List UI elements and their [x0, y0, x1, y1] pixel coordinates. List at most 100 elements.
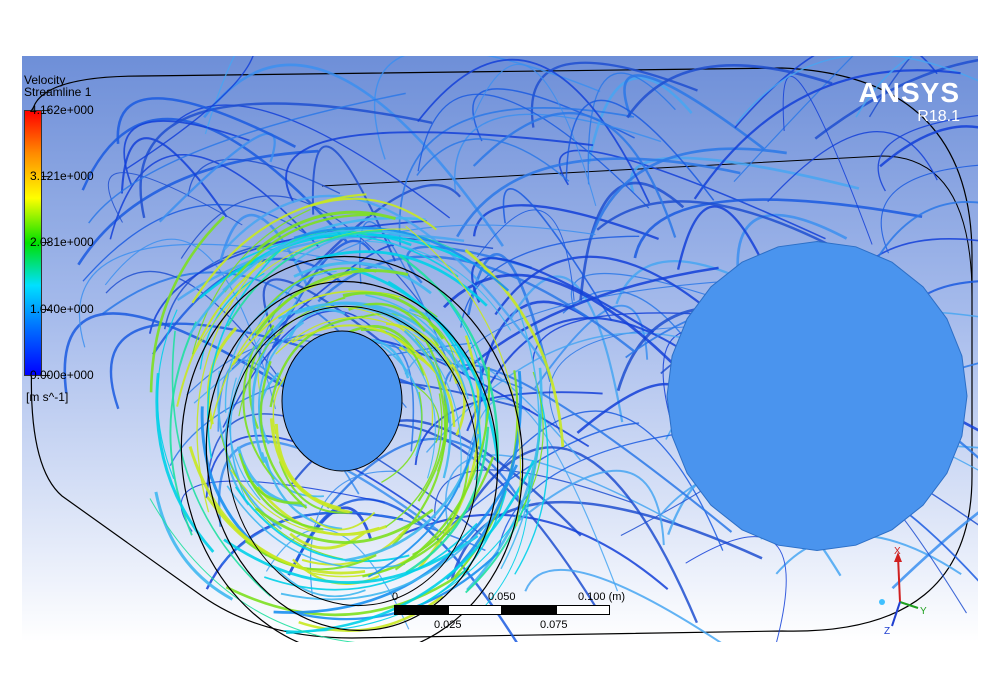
streamline — [362, 456, 495, 578]
streamline — [223, 534, 479, 584]
streamline — [425, 332, 706, 453]
streamline — [242, 464, 302, 505]
streamline — [226, 229, 383, 327]
streamline — [262, 267, 377, 314]
streamline — [387, 280, 482, 458]
streamline — [399, 254, 499, 460]
triad-y-label: Y — [920, 606, 927, 617]
streamline — [224, 297, 280, 413]
legend-tick — [42, 242, 50, 243]
axis-triad[interactable]: X Y Z — [870, 546, 930, 636]
streamline — [509, 275, 624, 423]
streamline — [367, 240, 512, 331]
streamline — [77, 149, 319, 266]
streamline — [877, 114, 978, 192]
legend-tick — [42, 176, 50, 177]
streamline — [398, 107, 635, 247]
streamline — [154, 491, 234, 601]
streamline — [189, 216, 426, 335]
legend-tick-label: 0.000e+000 — [30, 368, 94, 382]
streamline — [155, 372, 215, 553]
streamline — [286, 459, 535, 634]
streamline — [514, 397, 549, 575]
streamline — [223, 194, 549, 369]
streamline — [868, 56, 913, 118]
streamline — [235, 486, 410, 563]
streamline — [476, 209, 575, 301]
streamline — [417, 58, 651, 204]
streamline — [63, 312, 348, 430]
streamline — [226, 485, 406, 569]
streamline — [310, 197, 438, 231]
graphics-viewport[interactable]: Velocity Streamline 1 4.162e+000 3.121e+… — [22, 56, 978, 642]
streamline — [206, 413, 484, 538]
streamline — [158, 132, 276, 223]
streamline — [412, 383, 440, 444]
hub-disc — [281, 330, 403, 472]
streamline — [109, 154, 320, 249]
streamline — [734, 56, 938, 129]
scale-segment — [394, 605, 448, 615]
streamline — [466, 316, 683, 432]
streamline — [412, 463, 469, 556]
brand-name: ANSYS — [858, 77, 960, 108]
streamline — [880, 164, 978, 254]
streamline — [204, 56, 236, 135]
streamline — [868, 238, 978, 263]
streamline — [175, 104, 451, 219]
streamline — [500, 309, 540, 570]
scale-segment — [556, 605, 610, 615]
streamline — [405, 426, 490, 574]
triad-x-label: X — [894, 546, 901, 557]
streamline — [81, 117, 348, 243]
streamline — [309, 470, 397, 596]
brand-version: R18.1 — [917, 108, 960, 125]
streamline — [105, 270, 308, 422]
streamline — [163, 235, 494, 330]
scale-label: 0.100 (m) — [578, 591, 626, 603]
streamline — [693, 69, 961, 200]
streamline — [242, 346, 276, 480]
streamline — [255, 269, 409, 335]
streamline — [449, 304, 487, 481]
streamline — [867, 201, 978, 275]
streamline — [471, 63, 597, 207]
streamline — [120, 137, 228, 218]
streamline — [464, 248, 565, 447]
streamline — [301, 523, 412, 566]
x-arrow-head — [894, 552, 902, 562]
streamline — [82, 203, 315, 282]
legend-tick-label: 1.040e+000 — [30, 302, 94, 316]
triad-origin-marker — [879, 599, 885, 605]
streamline — [228, 377, 261, 501]
streamline — [230, 469, 380, 535]
streamline — [309, 511, 376, 531]
streamline — [565, 99, 715, 201]
triad-z-label: Z — [884, 626, 890, 636]
streamline — [209, 272, 353, 430]
streamline — [891, 511, 978, 590]
scale-bar: 0 0.050 0.100 (m) 0.025 0.075 — [390, 591, 625, 633]
streamline — [629, 156, 860, 193]
streamline — [180, 195, 429, 314]
streamline — [257, 224, 596, 361]
streamline — [191, 193, 367, 304]
streamline — [262, 278, 383, 345]
streamline — [126, 56, 254, 170]
streamline — [589, 147, 787, 239]
streamline — [244, 540, 377, 571]
y-axis-arrow — [899, 601, 919, 609]
streamline — [623, 74, 765, 150]
streamline — [180, 480, 385, 532]
streamline — [350, 267, 500, 463]
scale-label: 0.075 — [540, 619, 568, 631]
scale-segment — [502, 605, 556, 615]
streamline — [104, 238, 277, 410]
streamline — [460, 235, 640, 328]
streamline — [685, 536, 787, 642]
streamline — [676, 205, 767, 270]
streamline — [156, 309, 178, 480]
streamline — [206, 249, 282, 459]
streamline — [171, 330, 272, 597]
streamline — [265, 528, 410, 630]
